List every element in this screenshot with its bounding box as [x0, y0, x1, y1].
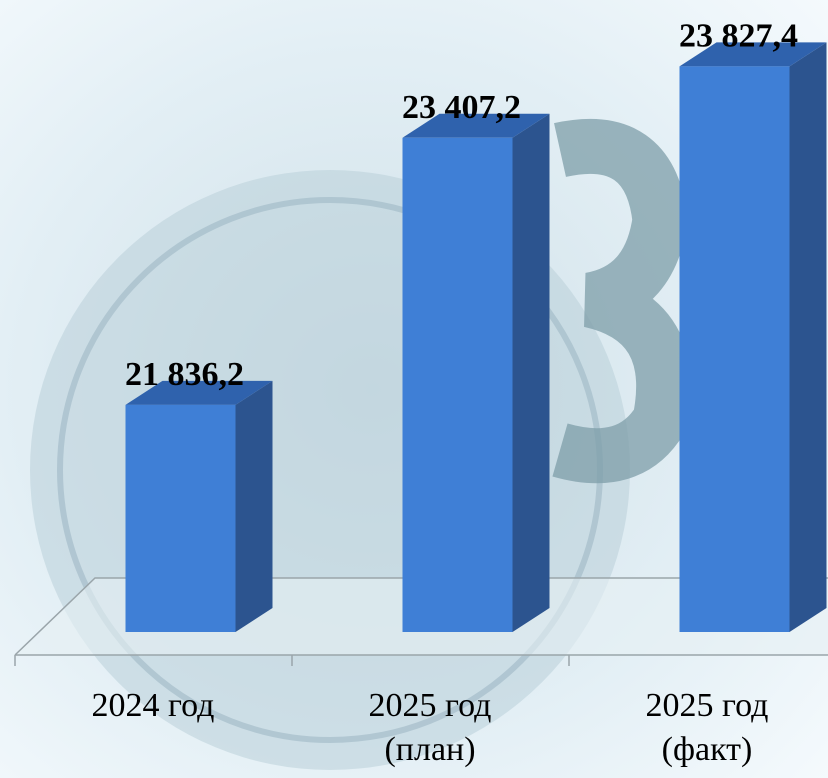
bar-top — [402, 113, 550, 138]
data-label: 23 827,4 — [679, 17, 798, 54]
data-label: 21 836,2 — [125, 356, 244, 393]
bar-side — [789, 42, 827, 633]
data-label: 23 407,2 — [402, 89, 521, 126]
bar — [402, 137, 513, 632]
bar-top — [125, 380, 273, 405]
x-tick-label: 2025 год (план) — [368, 687, 492, 768]
bar — [679, 66, 790, 633]
bar-side — [512, 113, 550, 632]
bar-side — [235, 380, 273, 632]
digit-decoration — [552, 118, 692, 484]
floor-back-edge — [14, 577, 828, 656]
bar — [125, 404, 236, 632]
x-tick-label: 2025 год (факт) — [645, 687, 769, 768]
bar-top — [679, 42, 827, 67]
x-tick-label: 2024 год — [91, 687, 215, 724]
